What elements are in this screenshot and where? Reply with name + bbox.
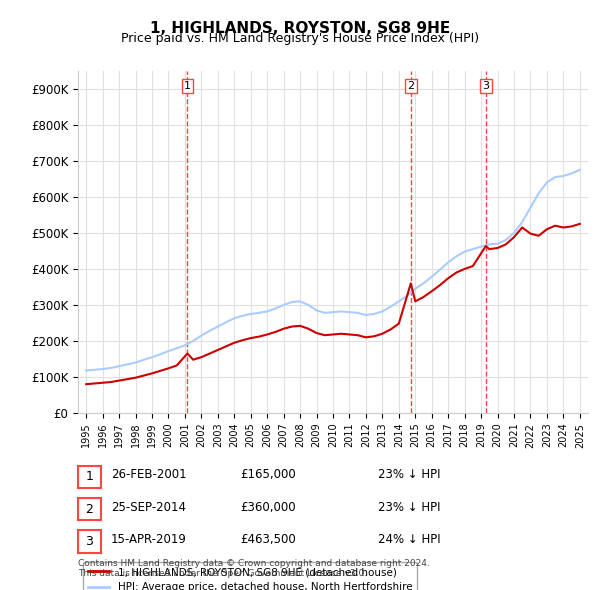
Text: 15-APR-2019: 15-APR-2019 [111, 533, 187, 546]
Text: £463,500: £463,500 [240, 533, 296, 546]
Text: 1, HIGHLANDS, ROYSTON, SG8 9HE: 1, HIGHLANDS, ROYSTON, SG8 9HE [150, 21, 450, 35]
Text: 23% ↓ HPI: 23% ↓ HPI [378, 501, 440, 514]
Text: 2: 2 [407, 81, 415, 91]
Legend: 1, HIGHLANDS, ROYSTON, SG8 9HE (detached house), HPI: Average price, detached ho: 1, HIGHLANDS, ROYSTON, SG8 9HE (detached… [83, 562, 418, 590]
Text: 1: 1 [85, 470, 94, 483]
Text: 25-SEP-2014: 25-SEP-2014 [111, 501, 186, 514]
Text: Contains HM Land Registry data © Crown copyright and database right 2024.
This d: Contains HM Land Registry data © Crown c… [78, 559, 430, 578]
Text: Price paid vs. HM Land Registry's House Price Index (HPI): Price paid vs. HM Land Registry's House … [121, 32, 479, 45]
Text: 26-FEB-2001: 26-FEB-2001 [111, 468, 187, 481]
Text: 2: 2 [85, 503, 94, 516]
Text: 24% ↓ HPI: 24% ↓ HPI [378, 533, 440, 546]
Text: £360,000: £360,000 [240, 501, 296, 514]
Text: 3: 3 [85, 535, 94, 548]
Text: 1: 1 [184, 81, 191, 91]
Text: £165,000: £165,000 [240, 468, 296, 481]
Text: 23% ↓ HPI: 23% ↓ HPI [378, 468, 440, 481]
Text: 3: 3 [482, 81, 490, 91]
